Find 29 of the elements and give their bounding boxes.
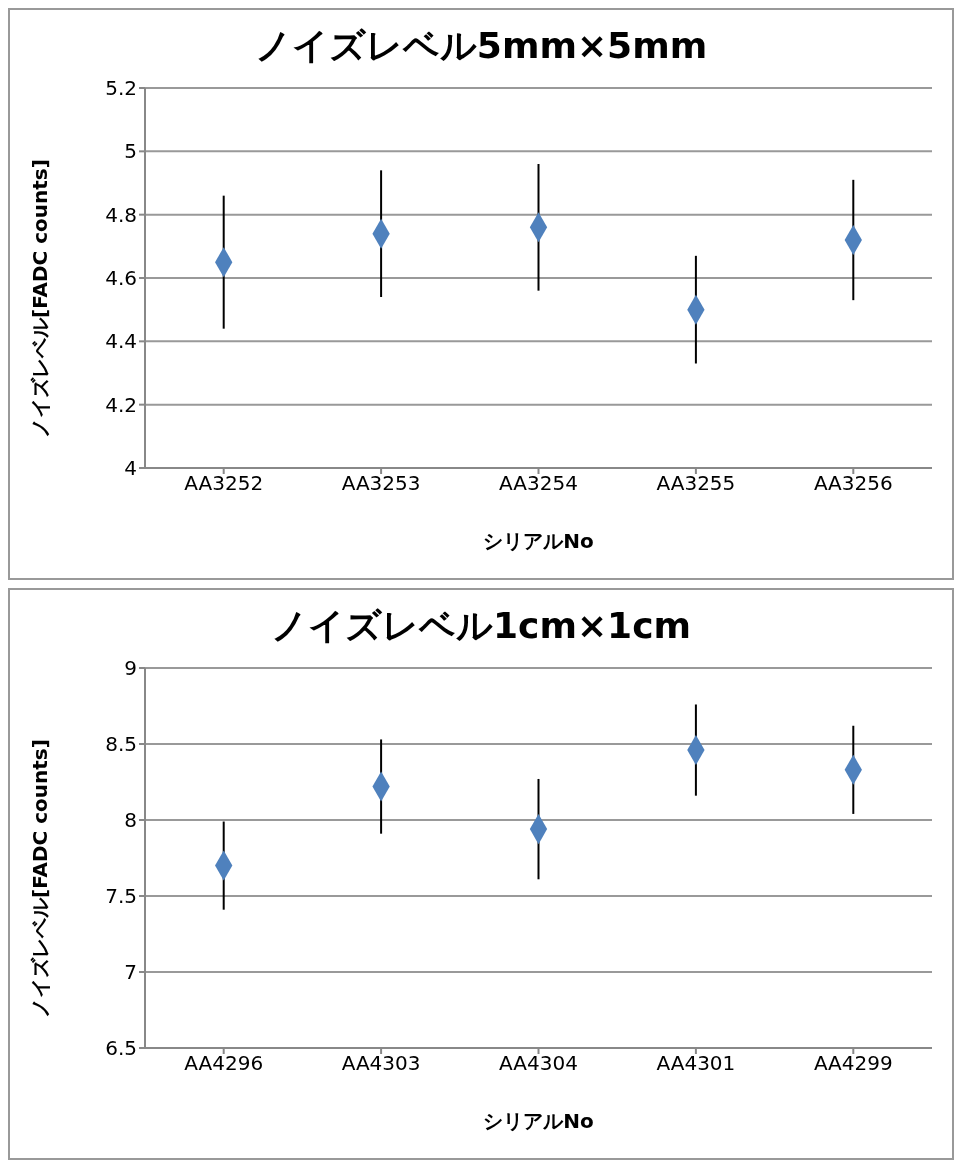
y-tick-label: 9: [124, 656, 137, 681]
x-tick-label: AA3254: [499, 471, 578, 496]
y-tick-label: 7.5: [105, 884, 137, 909]
y-tick-label: 4.6: [105, 266, 137, 291]
y-tick-label: 8.5: [105, 732, 137, 757]
y-tick-label: 4: [124, 456, 137, 481]
chart-title: ノイズレベル5mm×5mm: [253, 24, 709, 68]
x-tick-label: AA3252: [184, 471, 264, 496]
x-tick-label: AA3253: [341, 471, 421, 496]
x-tick-label: AA4299: [813, 1051, 893, 1076]
y-tick-label: 7: [124, 960, 137, 985]
x-tick-label: AA4301: [656, 1051, 736, 1076]
y-tick-label: 4.4: [105, 329, 137, 354]
x-tick-label: AA3256: [813, 471, 893, 496]
y-tick-label: 5: [124, 139, 137, 164]
x-tick-label: AA4304: [499, 1051, 578, 1076]
y-axis-title: ノイズレベル[FADC counts]: [28, 739, 53, 1018]
x-axis-title: シリアルNo: [483, 1109, 594, 1133]
x-axis-title: シリアルNo: [483, 529, 594, 553]
y-tick-label: 4.2: [105, 392, 137, 417]
x-tick-label: AA4303: [341, 1051, 421, 1076]
y-axis-title: ノイズレベル[FADC counts]: [28, 159, 53, 438]
y-tick-label: 8: [124, 808, 137, 833]
x-tick-label: AA3255: [656, 471, 736, 496]
y-tick-label: 4.8: [105, 202, 137, 227]
y-tick-label: 5.2: [105, 76, 137, 101]
y-tick-label: 6.5: [105, 1036, 137, 1061]
chart-title: ノイズレベル1cm×1cm: [270, 604, 692, 648]
x-tick-label: AA4296: [184, 1051, 264, 1076]
